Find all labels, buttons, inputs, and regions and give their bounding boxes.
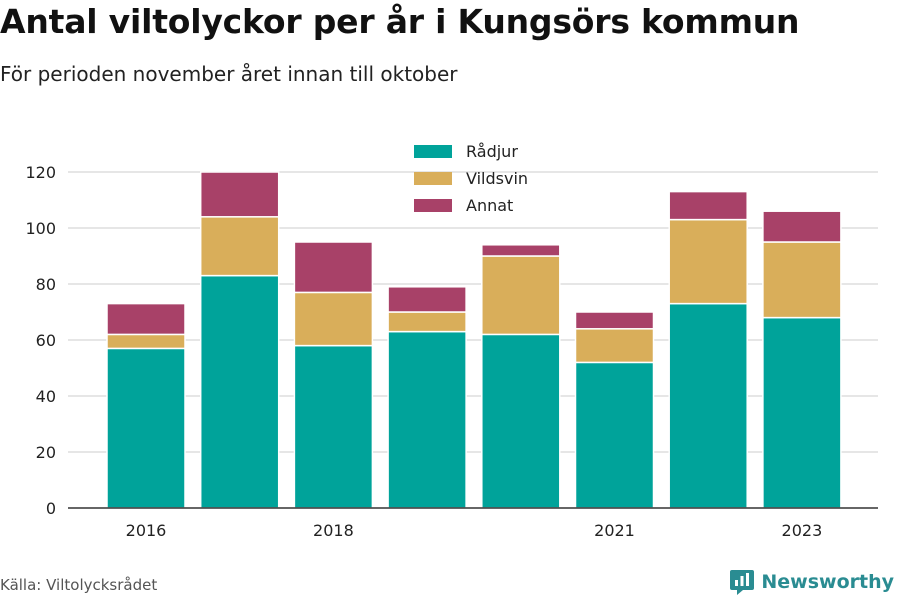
source-note: Källa: Viltolycksrådet [0, 576, 158, 594]
x-tick-label: 2021 [594, 521, 635, 540]
legend-swatch [414, 172, 452, 185]
chart-title: Antal viltolyckor per år i Kungsörs komm… [0, 2, 800, 41]
stacked-bar-chart: 0 20 40 60 80 100 120 2016 2018 2021 2023 Rådjur Vi… [25, 142, 878, 540]
y-tick-label: 100 [25, 219, 56, 238]
bar-segment-vildsvin [106, 333, 186, 350]
bars [106, 171, 842, 509]
newsworthy-logo-icon [730, 570, 755, 595]
bar-segment-vildsvin [668, 218, 748, 305]
x-tick-label: 2016 [126, 521, 167, 540]
bar-segment-vildsvin [293, 291, 374, 347]
bar-segment-annat [199, 171, 280, 218]
legend-swatch [414, 145, 452, 158]
y-tick-label: 20 [36, 443, 56, 462]
legend: Rådjur Vildsvin Annat [414, 142, 528, 215]
bar-segment-rådjur [293, 344, 374, 509]
y-tick-label: 120 [25, 163, 56, 182]
chart-subtitle: För perioden november året innan till ok… [0, 62, 458, 86]
bar-segment-rådjur [106, 347, 186, 509]
bar-segment-annat [574, 311, 655, 330]
x-tick-label: 2018 [313, 521, 354, 540]
legend-swatch [414, 199, 452, 212]
bar-segment-rådjur [481, 333, 561, 509]
y-tick-label: 40 [36, 387, 56, 406]
brand-logo: Newsworthy [729, 568, 894, 596]
bar-segment-annat [762, 210, 842, 243]
bar-segment-vildsvin [387, 311, 467, 333]
y-tick-label: 80 [36, 275, 56, 294]
bar-segment-vildsvin [481, 255, 561, 336]
bar-segment-rådjur [668, 302, 748, 509]
legend-label: Vildsvin [466, 169, 528, 188]
brand-name: Newsworthy [761, 571, 894, 593]
bar-segment-vildsvin [574, 328, 655, 364]
bar-segment-vildsvin [762, 241, 842, 319]
bar-segment-rådjur [574, 361, 655, 509]
bar-segment-rådjur [199, 274, 280, 509]
bar-segment-annat [106, 302, 186, 336]
legend-label: Annat [466, 196, 513, 215]
bar-segment-rådjur [762, 316, 842, 509]
bar-segment-annat [481, 244, 561, 257]
bar-segment-vildsvin [199, 216, 280, 277]
bar-segment-annat [293, 241, 374, 294]
bar-segment-annat [387, 286, 467, 313]
legend-label: Rådjur [466, 142, 518, 161]
y-tick-label: 60 [36, 331, 56, 350]
bar-segment-annat [668, 190, 748, 221]
x-tick-label: 2023 [782, 521, 823, 540]
bar-segment-rådjur [387, 330, 467, 509]
y-tick-label: 0 [46, 499, 56, 518]
axes: 0 20 40 60 80 100 120 2016 2018 2021 2023 [25, 163, 878, 540]
